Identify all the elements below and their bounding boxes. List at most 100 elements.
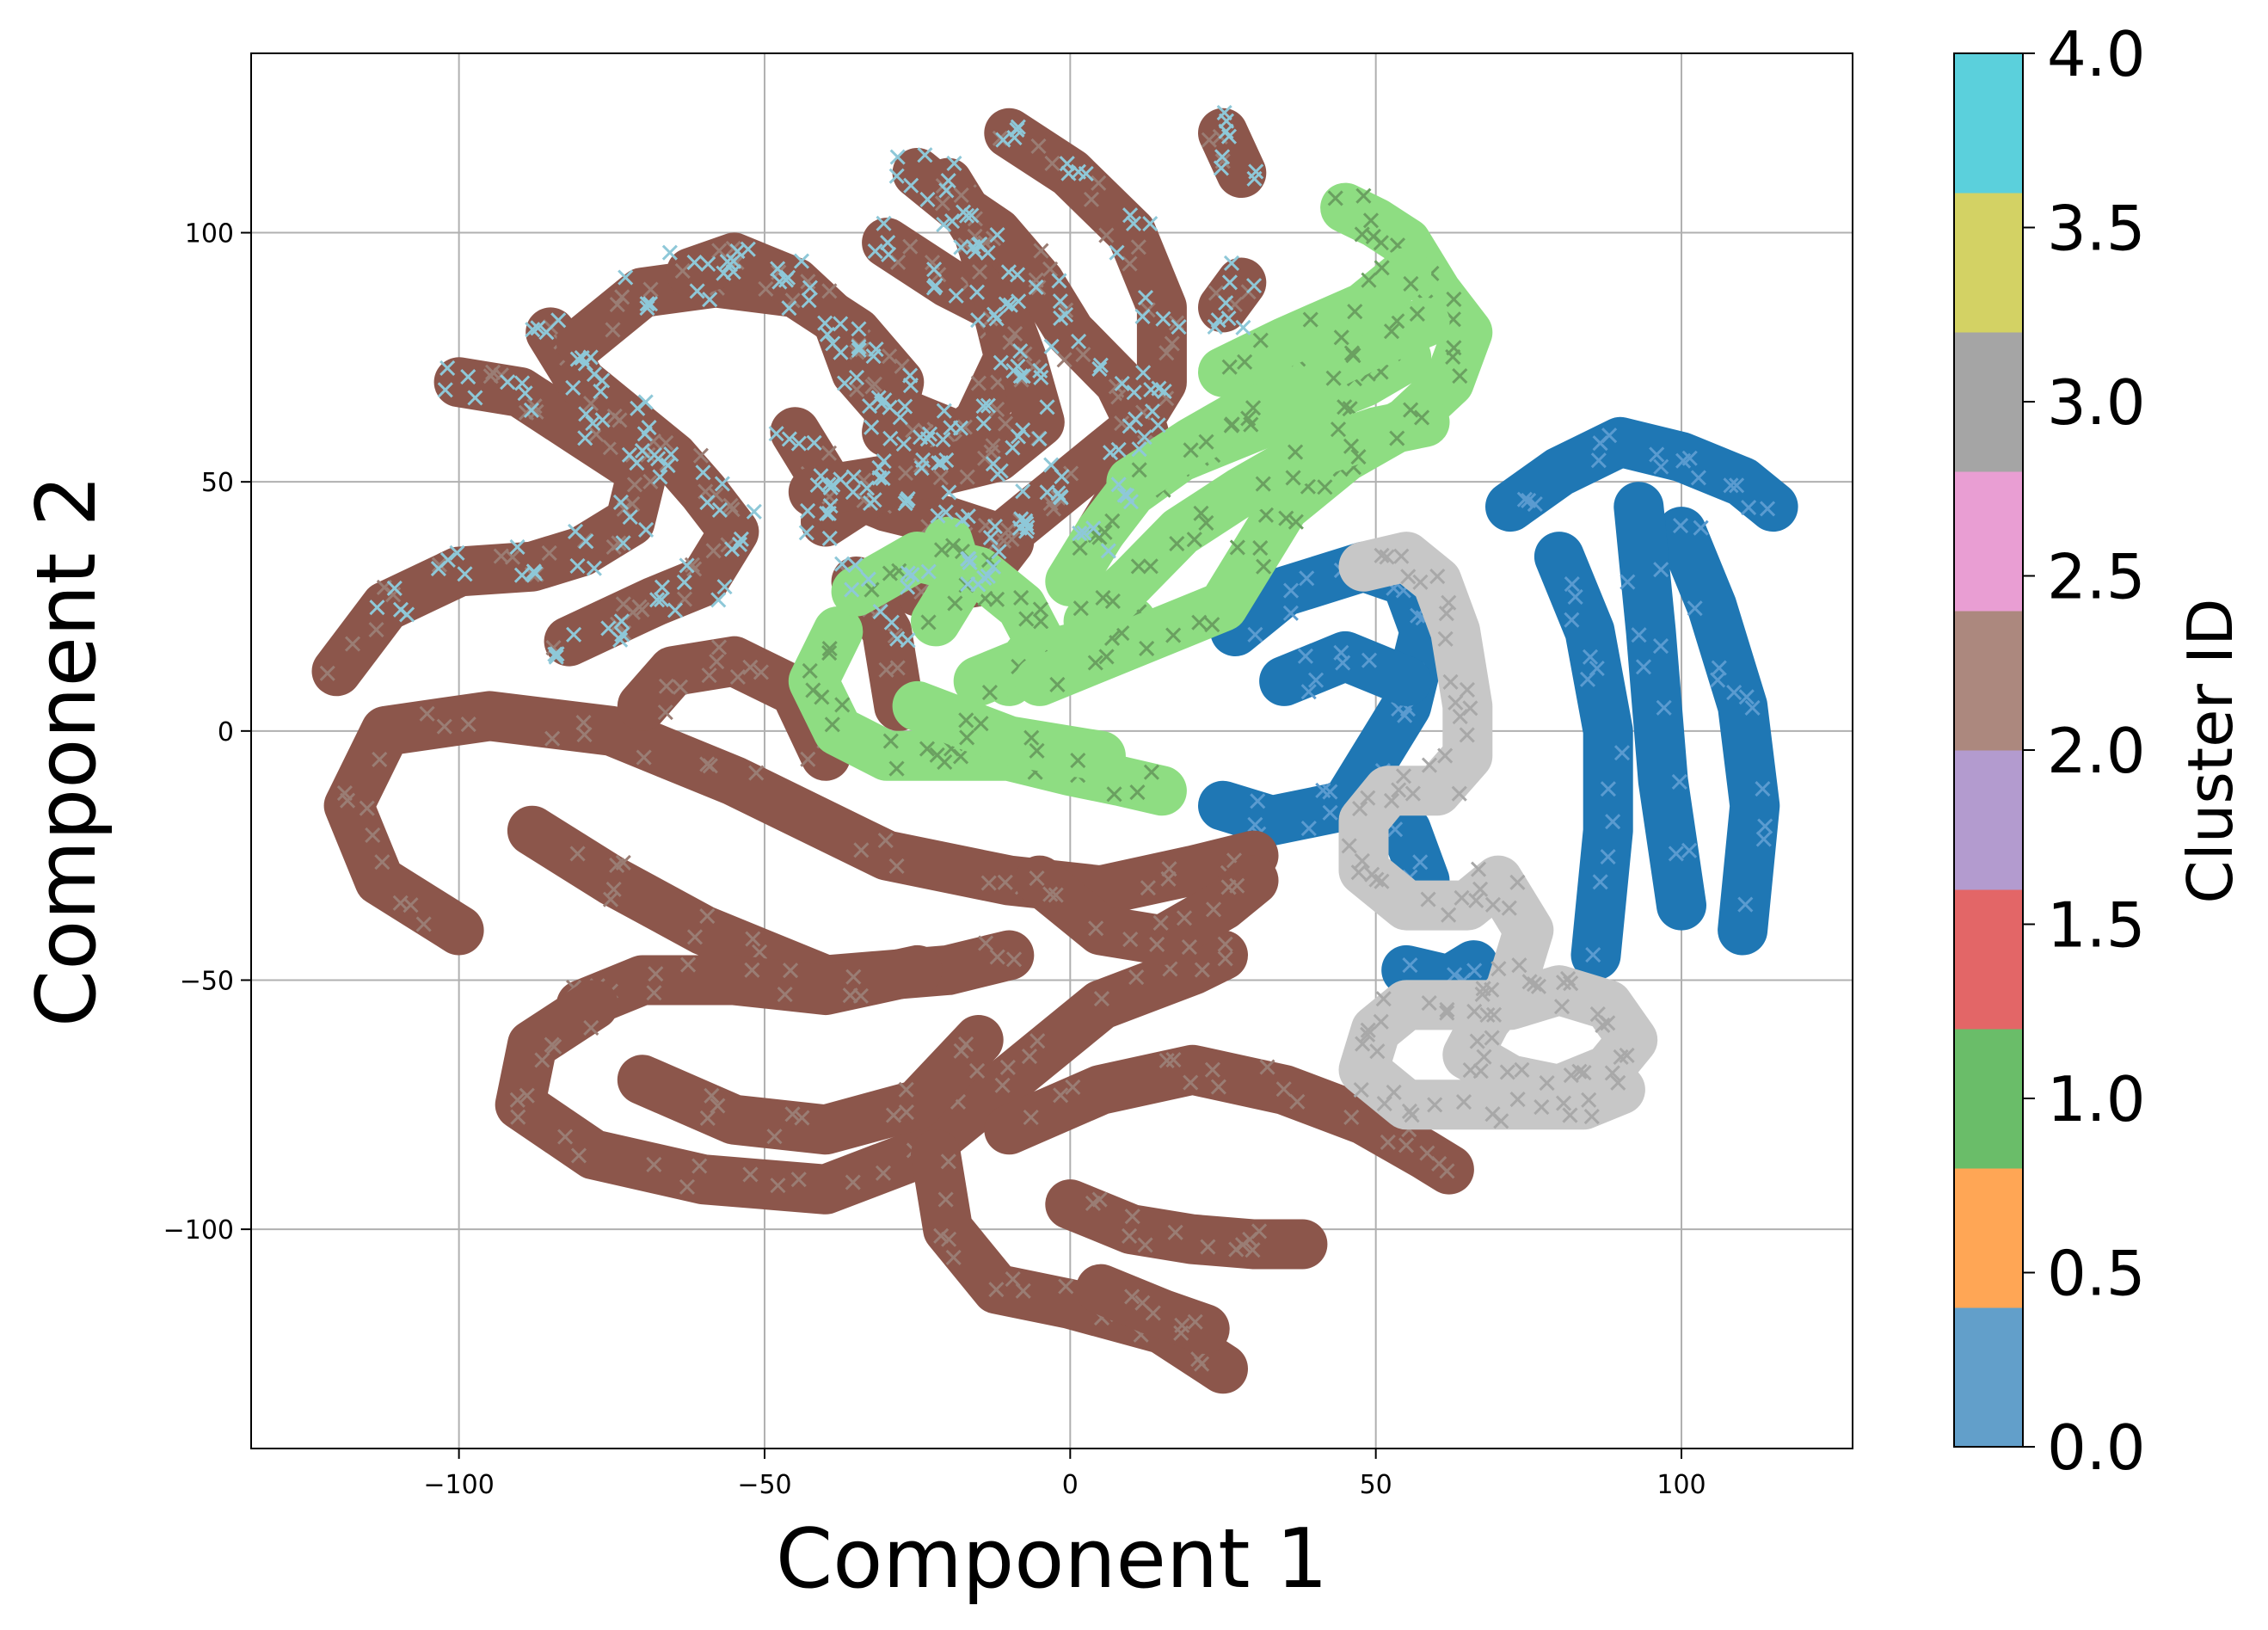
x-marker [794, 1110, 810, 1126]
x-marker [936, 403, 952, 419]
x-marker [1183, 442, 1199, 458]
x-marker [1097, 524, 1113, 540]
x-marker [988, 1282, 1005, 1298]
x-marker [1350, 864, 1367, 881]
x-marker [968, 284, 986, 300]
x-marker [1075, 347, 1091, 363]
x-marker [639, 296, 655, 312]
colorbar-segment [1954, 193, 2023, 333]
cluster-band [1338, 532, 1658, 1130]
x-marker [1404, 1107, 1420, 1123]
x-marker [1139, 640, 1155, 657]
x-marker [1065, 1079, 1081, 1095]
x-marker [882, 399, 898, 415]
colorbar-segment [1954, 1029, 2023, 1169]
x-marker [530, 320, 546, 336]
y-tick-label: 50 [201, 468, 234, 498]
x-marker [1345, 348, 1361, 364]
x-marker [1252, 540, 1269, 557]
x-marker [1193, 505, 1209, 521]
x-marker [819, 326, 835, 342]
x-marker [903, 177, 919, 194]
x-marker [958, 712, 974, 729]
x-marker [1571, 1063, 1588, 1079]
x-marker [1110, 477, 1127, 493]
x-marker [926, 261, 943, 278]
x-marker [1070, 163, 1086, 180]
x-marker [845, 469, 862, 485]
x-marker [1009, 267, 1026, 283]
x-marker [415, 916, 432, 932]
x-marker [460, 717, 476, 733]
x-marker [880, 234, 896, 251]
colorbar-segment [1954, 53, 2023, 194]
x-marker [1687, 600, 1703, 617]
x-marker [1122, 494, 1139, 510]
x-tick-label: 100 [1656, 1470, 1706, 1500]
x-marker [940, 1153, 956, 1170]
colorbar: 0.0 0.5 1.0 1.5 2.0 2.5 3.0 3.5 4.0 [1953, 18, 2146, 1484]
x-marker [746, 503, 762, 520]
x-marker [1220, 879, 1237, 895]
x-marker [1076, 525, 1092, 541]
x-marker [399, 606, 415, 623]
x-marker [1738, 689, 1755, 705]
x-marker [1033, 613, 1049, 630]
x-marker [1300, 684, 1317, 700]
x-marker [1723, 477, 1739, 494]
x-marker [657, 704, 673, 721]
x-marker [431, 557, 447, 573]
x-marker [1288, 444, 1304, 460]
x-marker [1437, 630, 1454, 647]
x-marker [1421, 757, 1438, 773]
x-marker [1610, 1074, 1626, 1091]
x-marker [740, 241, 756, 257]
x-marker [1403, 275, 1419, 292]
x-marker [695, 464, 711, 481]
x-marker [771, 274, 788, 290]
x-marker [679, 557, 695, 574]
x-marker [724, 501, 741, 518]
x-marker [733, 531, 749, 547]
x-marker [1255, 476, 1271, 492]
x-marker [646, 1156, 662, 1173]
x-marker [1245, 400, 1262, 416]
x-marker [993, 354, 1009, 371]
x-marker [958, 1036, 974, 1053]
x-marker [1114, 375, 1130, 392]
x-marker [1100, 543, 1116, 559]
x-marker [882, 348, 898, 365]
x-marker [702, 758, 718, 774]
x-marker [1134, 308, 1151, 325]
x-marker [802, 662, 818, 679]
x-marker [1018, 523, 1035, 539]
x-marker [1374, 873, 1390, 889]
x-marker [576, 726, 593, 743]
x-marker [1375, 991, 1392, 1007]
cluster-band [1613, 482, 1706, 931]
x-marker [689, 283, 705, 299]
x-marker [1218, 113, 1235, 129]
x-marker [1205, 901, 1222, 918]
x-marker [953, 187, 969, 203]
x-marker [1143, 382, 1159, 398]
x-marker [1018, 611, 1035, 627]
x-marker [948, 287, 964, 304]
x-marker [419, 705, 435, 722]
x-marker [1509, 874, 1526, 890]
x-marker [900, 565, 916, 581]
x-marker [1514, 1061, 1530, 1078]
x-marker [1595, 1017, 1611, 1033]
cluster-band [311, 357, 667, 697]
x-marker [1183, 1074, 1199, 1091]
x-marker [989, 401, 1005, 418]
x-marker [1437, 747, 1454, 764]
x-marker [1360, 1026, 1376, 1043]
x-marker [897, 398, 913, 415]
x-marker [1005, 951, 1023, 968]
x-marker [1590, 452, 1607, 469]
x-marker [934, 195, 951, 212]
x-marker [1217, 950, 1233, 967]
x-marker [638, 521, 655, 538]
x-marker [1347, 304, 1363, 320]
